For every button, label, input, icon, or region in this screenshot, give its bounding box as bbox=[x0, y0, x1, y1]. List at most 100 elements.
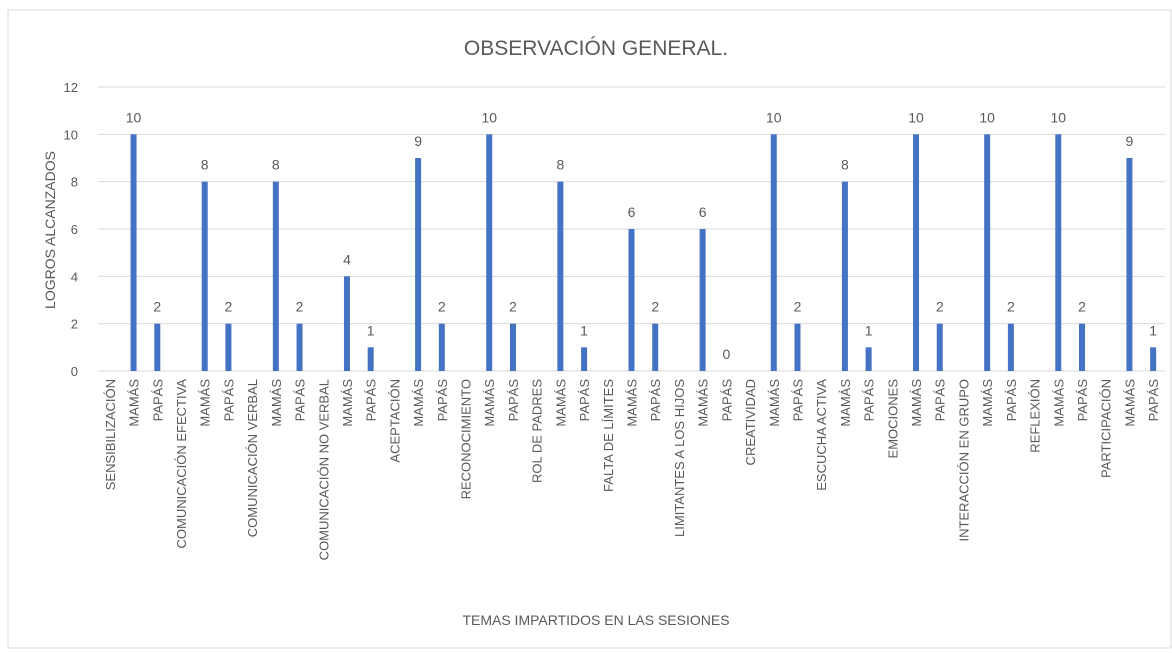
bar bbox=[984, 134, 991, 371]
data-label: 2 bbox=[438, 299, 446, 315]
x-tick-label: PAPÁS bbox=[1146, 379, 1161, 422]
x-tick-label: MAMÁS bbox=[838, 379, 853, 427]
x-tick-label: MAMÁS bbox=[980, 379, 995, 427]
x-tick-label: PAPÁS bbox=[577, 379, 592, 422]
y-tick-label: 2 bbox=[71, 317, 78, 332]
x-tick-label: RECONOCIMIENTO bbox=[459, 379, 474, 499]
bar bbox=[201, 181, 208, 371]
data-label: 2 bbox=[1007, 299, 1015, 315]
x-tick-label: PAPÁS bbox=[790, 379, 805, 422]
bar bbox=[509, 323, 516, 371]
bar bbox=[1055, 134, 1062, 371]
x-tick-label: MAMÁS bbox=[696, 379, 711, 427]
bar bbox=[272, 181, 279, 371]
y-tick-label: 12 bbox=[64, 80, 78, 95]
data-label: 9 bbox=[1126, 133, 1134, 149]
bar bbox=[557, 181, 564, 371]
bar bbox=[1126, 158, 1133, 371]
bar bbox=[486, 134, 493, 371]
y-tick-label: 0 bbox=[71, 364, 78, 379]
data-label: 2 bbox=[651, 299, 659, 315]
bar bbox=[130, 134, 137, 371]
data-label: 2 bbox=[509, 299, 517, 315]
x-tick-label: ROL DE PADRES bbox=[530, 379, 545, 483]
data-label: 2 bbox=[1078, 299, 1086, 315]
y-tick-label: 4 bbox=[71, 269, 78, 284]
x-tick-label: PAPÁS bbox=[933, 379, 948, 422]
bar bbox=[1079, 323, 1086, 371]
data-label: 8 bbox=[272, 157, 280, 173]
x-tick-label: MAMÁS bbox=[411, 379, 426, 427]
data-label: 0 bbox=[722, 346, 730, 362]
data-label: 2 bbox=[153, 299, 161, 315]
data-label: 1 bbox=[865, 322, 873, 338]
x-tick-label: PAPÁS bbox=[719, 379, 734, 422]
x-axis-label: TEMAS IMPARTIDOS EN LAS SESIONES bbox=[462, 612, 729, 628]
data-label: 10 bbox=[481, 109, 497, 125]
data-label: 2 bbox=[936, 299, 944, 315]
bar bbox=[913, 134, 920, 371]
x-tick-label: LIMITANTES A LOS HIJOS bbox=[672, 379, 687, 537]
bar bbox=[770, 134, 777, 371]
x-tick-label: MAMÁS bbox=[767, 379, 782, 427]
x-tick-label: PAPÁS bbox=[364, 379, 379, 422]
x-tick-label: PARTICIPACIÓN bbox=[1099, 379, 1114, 478]
data-label: 10 bbox=[126, 109, 142, 125]
data-label: 4 bbox=[343, 251, 351, 267]
bar bbox=[343, 276, 350, 371]
x-tick-label: PAPÁS bbox=[293, 379, 308, 422]
x-tick-label: PAPÁS bbox=[435, 379, 450, 422]
bar bbox=[581, 347, 588, 371]
bar bbox=[1007, 323, 1014, 371]
x-tick-label: MAMÁS bbox=[1051, 379, 1066, 427]
bar bbox=[367, 347, 374, 371]
x-tick-label: PAPÁS bbox=[1004, 379, 1019, 422]
x-tick-label: MAMÁS bbox=[553, 379, 568, 427]
data-label: 1 bbox=[367, 322, 375, 338]
data-label: 2 bbox=[225, 299, 233, 315]
data-label: 1 bbox=[1149, 322, 1157, 338]
x-tick-label: MAMÁS bbox=[198, 379, 213, 427]
x-tick-label: MAMÁS bbox=[269, 379, 284, 427]
bar bbox=[296, 323, 303, 371]
data-label: 10 bbox=[979, 109, 995, 125]
x-tick-label: PAPÁS bbox=[506, 379, 521, 422]
y-tick-label: 8 bbox=[71, 175, 78, 190]
x-tick-label: COMUNICACIÓN VERBAL bbox=[245, 379, 260, 537]
x-tick-label: REFLEXIÓN bbox=[1028, 379, 1043, 453]
x-tick-label: MAMÁS bbox=[909, 379, 924, 427]
data-label: 8 bbox=[841, 157, 849, 173]
y-tick-label: 6 bbox=[71, 222, 78, 237]
x-tick-label: MAMÁS bbox=[625, 379, 640, 427]
data-label: 10 bbox=[908, 109, 924, 125]
x-tick-label: MAMÁS bbox=[1122, 379, 1137, 427]
chart-title: OBSERVACIÓN GENERAL. bbox=[464, 37, 728, 60]
x-tick-label: FALTA DE LÍMITES bbox=[601, 379, 616, 492]
x-tick-label: COMUNICACIÓN EFECTIVA bbox=[174, 379, 189, 549]
x-tick-label: MAMÁS bbox=[482, 379, 497, 427]
bar bbox=[652, 323, 659, 371]
bar bbox=[794, 323, 801, 371]
bar bbox=[415, 158, 422, 371]
data-label: 10 bbox=[766, 109, 782, 125]
x-tick-label: INTERACCIÓN EN GRUPO bbox=[956, 379, 971, 542]
x-tick-label: PAPÁS bbox=[1075, 379, 1090, 422]
x-tick-label: MAMÁS bbox=[340, 379, 355, 427]
bar bbox=[699, 229, 706, 371]
y-axis-label: LOGROS ALCANZADOS bbox=[42, 151, 58, 309]
data-label: 9 bbox=[414, 133, 422, 149]
bar bbox=[1150, 347, 1157, 371]
x-tick-label: EMOCIONES bbox=[885, 379, 900, 459]
data-label: 8 bbox=[556, 157, 564, 173]
y-tick-label: 10 bbox=[64, 127, 78, 142]
bar bbox=[841, 181, 848, 371]
bar bbox=[628, 229, 635, 371]
x-tick-label: PAPÁS bbox=[648, 379, 663, 422]
x-tick-label: ESCUCHA ACTIVA bbox=[814, 379, 829, 491]
data-label: 1 bbox=[580, 322, 588, 338]
bar bbox=[865, 347, 872, 371]
x-tick-label: ACEPTACIÓN bbox=[387, 379, 402, 463]
x-tick-label: CREATIVIDAD bbox=[743, 379, 758, 465]
x-tick-label: COMUNICACIÓN NO VERBAL bbox=[316, 379, 331, 560]
